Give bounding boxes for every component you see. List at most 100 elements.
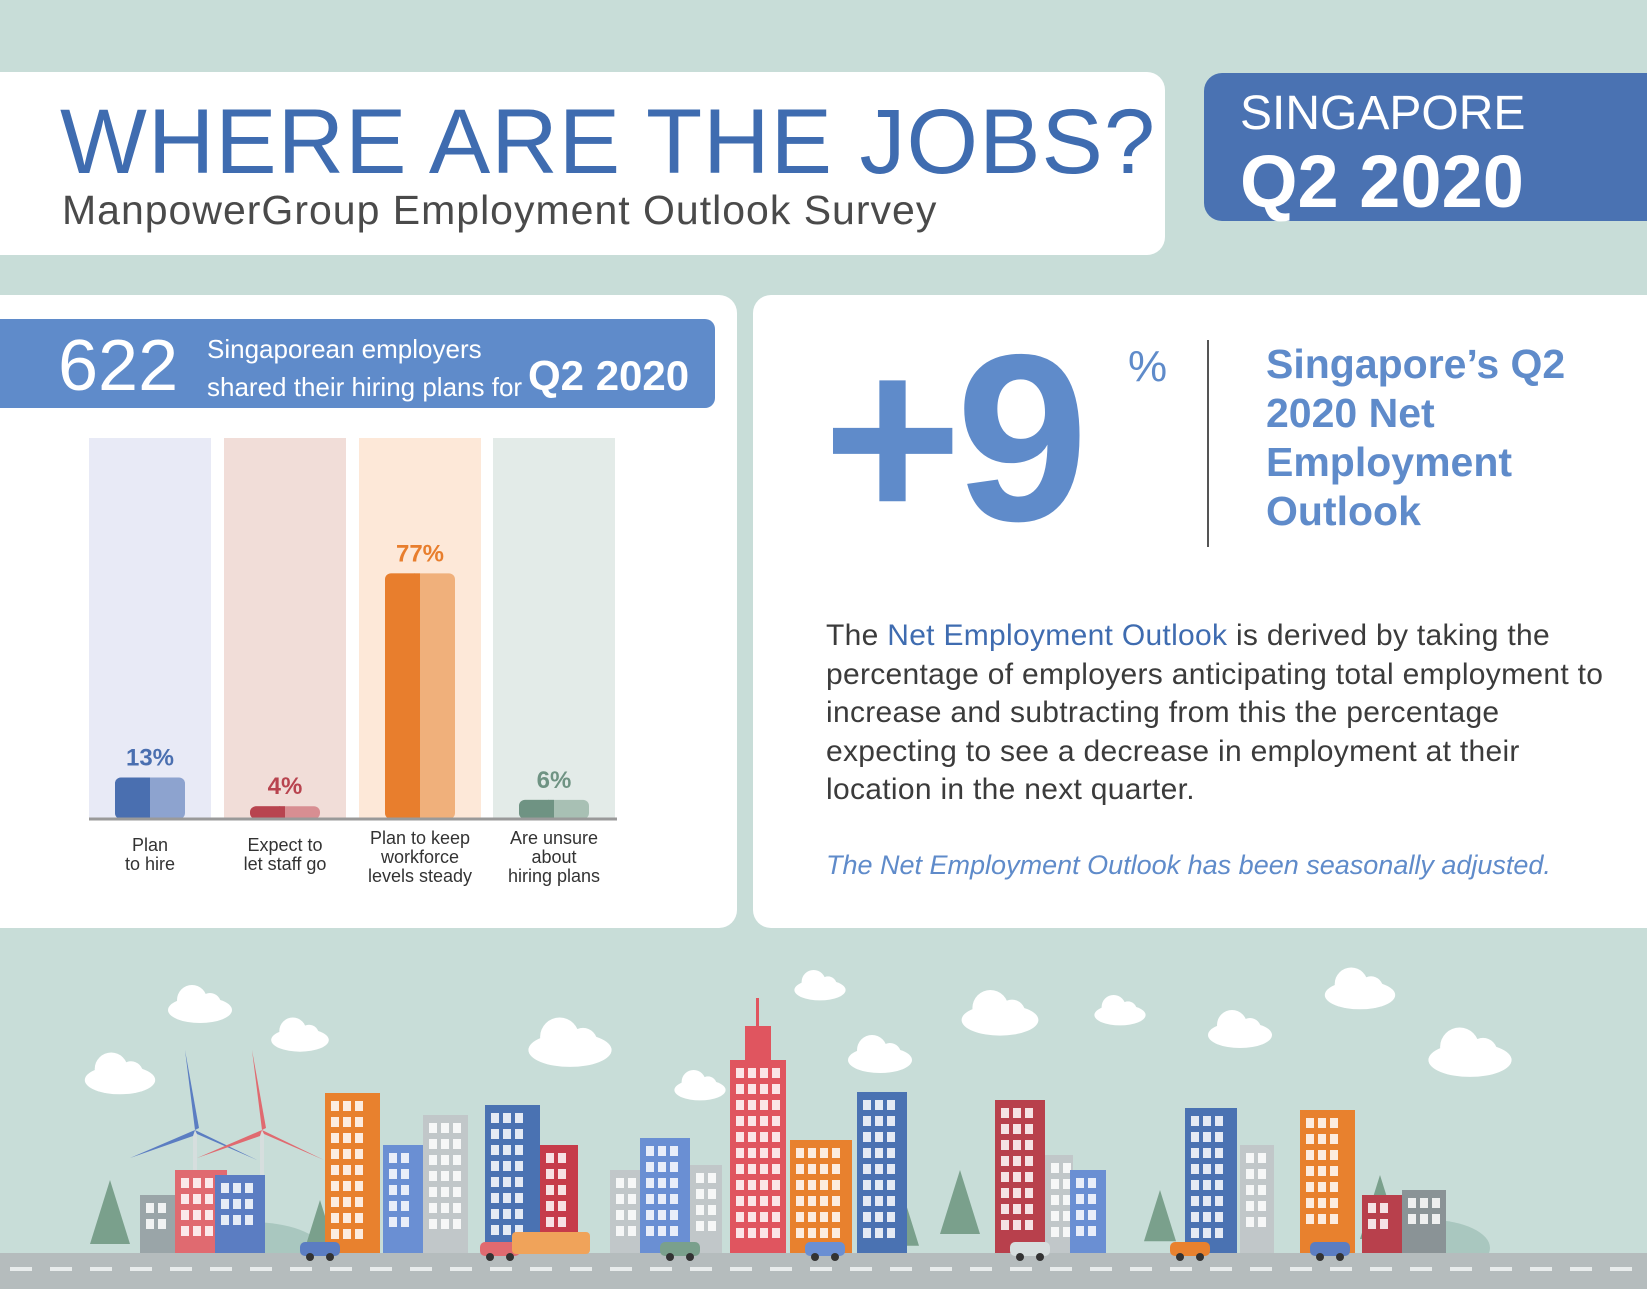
- building-window: [1063, 1163, 1071, 1173]
- building-window: [670, 1226, 678, 1236]
- building-window: [453, 1187, 461, 1197]
- cloud: [1101, 995, 1126, 1019]
- building-window: [736, 1116, 744, 1126]
- building-window: [1013, 1156, 1021, 1166]
- cloud: [879, 1043, 901, 1065]
- building-window: [708, 1189, 716, 1199]
- building-window: [796, 1148, 804, 1158]
- building-window: [887, 1228, 895, 1238]
- turbine-blade: [195, 1130, 257, 1160]
- building-window: [760, 1164, 768, 1174]
- chart-category-label: let staff go: [244, 854, 327, 874]
- building-window: [796, 1196, 804, 1206]
- building-window: [760, 1212, 768, 1222]
- cloud: [1239, 1018, 1261, 1040]
- building-window: [1001, 1156, 1009, 1166]
- building-window: [1258, 1185, 1266, 1195]
- building-window: [1025, 1108, 1033, 1118]
- building-window: [355, 1117, 363, 1127]
- building-window: [389, 1169, 397, 1179]
- car-wheel: [306, 1253, 314, 1261]
- building-window: [1318, 1166, 1326, 1176]
- building-window: [491, 1209, 499, 1219]
- building-window: [863, 1180, 871, 1190]
- building-window: [772, 1228, 780, 1238]
- building-window: [1408, 1214, 1416, 1224]
- building-window: [760, 1084, 768, 1094]
- building-window: [1191, 1164, 1199, 1174]
- building-window: [1001, 1204, 1009, 1214]
- building-window: [193, 1194, 201, 1204]
- building-window: [875, 1148, 883, 1158]
- building-window: [1191, 1132, 1199, 1142]
- building-window: [808, 1212, 816, 1222]
- building-window: [1306, 1134, 1314, 1144]
- road-marking: [770, 1267, 792, 1271]
- building-window: [820, 1180, 828, 1190]
- cloud: [1119, 1001, 1137, 1019]
- cloud: [1358, 976, 1384, 1001]
- building-window: [233, 1215, 241, 1225]
- building-window: [616, 1194, 624, 1204]
- building-window: [1063, 1195, 1071, 1205]
- road-marking: [810, 1267, 832, 1271]
- cloud: [681, 1070, 706, 1094]
- building-window: [708, 1221, 716, 1231]
- building-window: [1088, 1194, 1096, 1204]
- building-window: [1380, 1203, 1388, 1213]
- building-window: [832, 1212, 840, 1222]
- building-window: [343, 1197, 351, 1207]
- road-marking: [330, 1267, 352, 1271]
- building-window: [1380, 1219, 1388, 1229]
- building-window: [875, 1116, 883, 1126]
- building-window: [515, 1177, 523, 1187]
- building-window: [515, 1145, 523, 1155]
- car-wheel: [1036, 1253, 1044, 1261]
- car: [660, 1242, 700, 1256]
- building-window: [1306, 1214, 1314, 1224]
- building-window: [1013, 1188, 1021, 1198]
- building-window: [1215, 1132, 1223, 1142]
- building-window: [772, 1212, 780, 1222]
- building-window: [1215, 1148, 1223, 1158]
- building-window: [221, 1199, 229, 1209]
- building-window: [515, 1193, 523, 1203]
- building-window: [491, 1193, 499, 1203]
- car-wheel: [1316, 1253, 1324, 1261]
- building-window: [343, 1101, 351, 1111]
- building-window: [503, 1209, 511, 1219]
- building-window: [146, 1219, 154, 1229]
- building-window: [355, 1181, 363, 1191]
- tree: [940, 1170, 980, 1234]
- building-window: [429, 1203, 437, 1213]
- road-marking: [1490, 1267, 1512, 1271]
- cloud: [568, 1027, 598, 1057]
- building-window: [558, 1185, 566, 1195]
- building-window: [1063, 1227, 1071, 1237]
- divider: [1207, 340, 1209, 547]
- building-window: [181, 1226, 189, 1236]
- building-window: [441, 1219, 449, 1229]
- building-window: [1088, 1178, 1096, 1188]
- building-window: [546, 1185, 554, 1195]
- building-window: [832, 1180, 840, 1190]
- building-window: [772, 1068, 780, 1078]
- road-marking: [10, 1267, 32, 1271]
- chart-category-label: Are unsure: [510, 828, 598, 848]
- building-window: [696, 1221, 704, 1231]
- building-window: [1063, 1211, 1071, 1221]
- building-window: [748, 1084, 756, 1094]
- building-window: [736, 1196, 744, 1206]
- building: [423, 1115, 468, 1255]
- chart-bar-fill: [414, 573, 420, 819]
- building-window: [181, 1210, 189, 1220]
- building-window: [887, 1148, 895, 1158]
- building-window: [1013, 1140, 1021, 1150]
- building-window: [331, 1133, 339, 1143]
- building-window: [343, 1213, 351, 1223]
- building-window: [748, 1132, 756, 1142]
- building: [383, 1145, 423, 1255]
- building-window: [1203, 1132, 1211, 1142]
- building-window: [1191, 1116, 1199, 1126]
- building-window: [491, 1129, 499, 1139]
